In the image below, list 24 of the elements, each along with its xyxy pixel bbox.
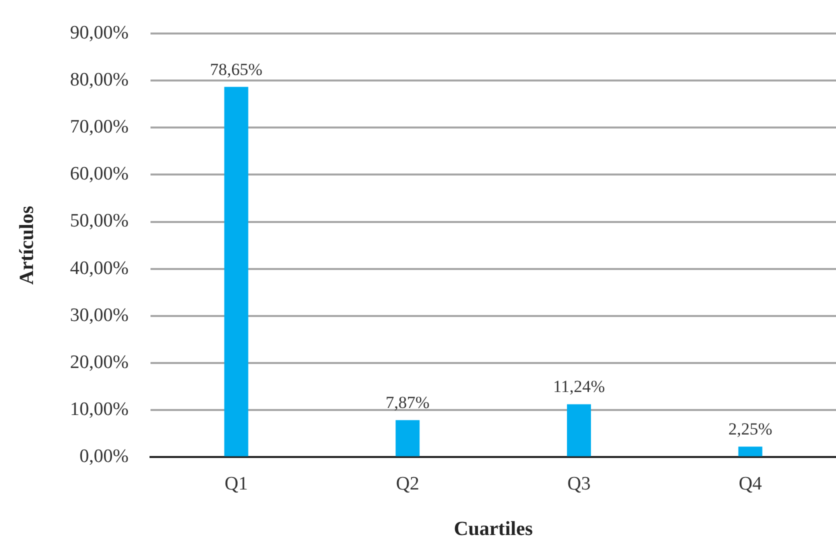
data-label: 2,25% — [728, 420, 772, 439]
data-label: 7,87% — [386, 393, 430, 412]
y-tick-label: 90,00% — [70, 22, 129, 44]
x-tick-label: Q2 — [396, 474, 420, 495]
y-tick-label: 20,00% — [70, 352, 129, 374]
y-tick-label: 80,00% — [70, 69, 129, 90]
data-label: 11,24% — [553, 377, 605, 396]
y-axis-title: Artículos — [16, 206, 38, 285]
bar — [738, 446, 762, 456]
y-tick-label: 60,00% — [70, 164, 129, 185]
y-tick-label: 30,00% — [70, 304, 129, 326]
x-tick-label: Q3 — [567, 474, 591, 495]
y-tick-label: 70,00% — [70, 116, 129, 138]
x-tick-label: Q1 — [224, 474, 248, 495]
y-tick-label: 10,00% — [70, 399, 129, 420]
x-tick-label: Q4 — [738, 474, 762, 495]
y-tick-label: 40,00% — [70, 258, 129, 279]
data-label: 78,65% — [210, 60, 262, 79]
bar — [396, 420, 420, 456]
x-axis-title: Cuartiles — [454, 518, 533, 540]
bar — [566, 404, 591, 456]
y-tick-label: 50,00% — [70, 210, 129, 232]
bar — [224, 86, 248, 456]
y-tick-label: 0,00% — [80, 446, 129, 468]
